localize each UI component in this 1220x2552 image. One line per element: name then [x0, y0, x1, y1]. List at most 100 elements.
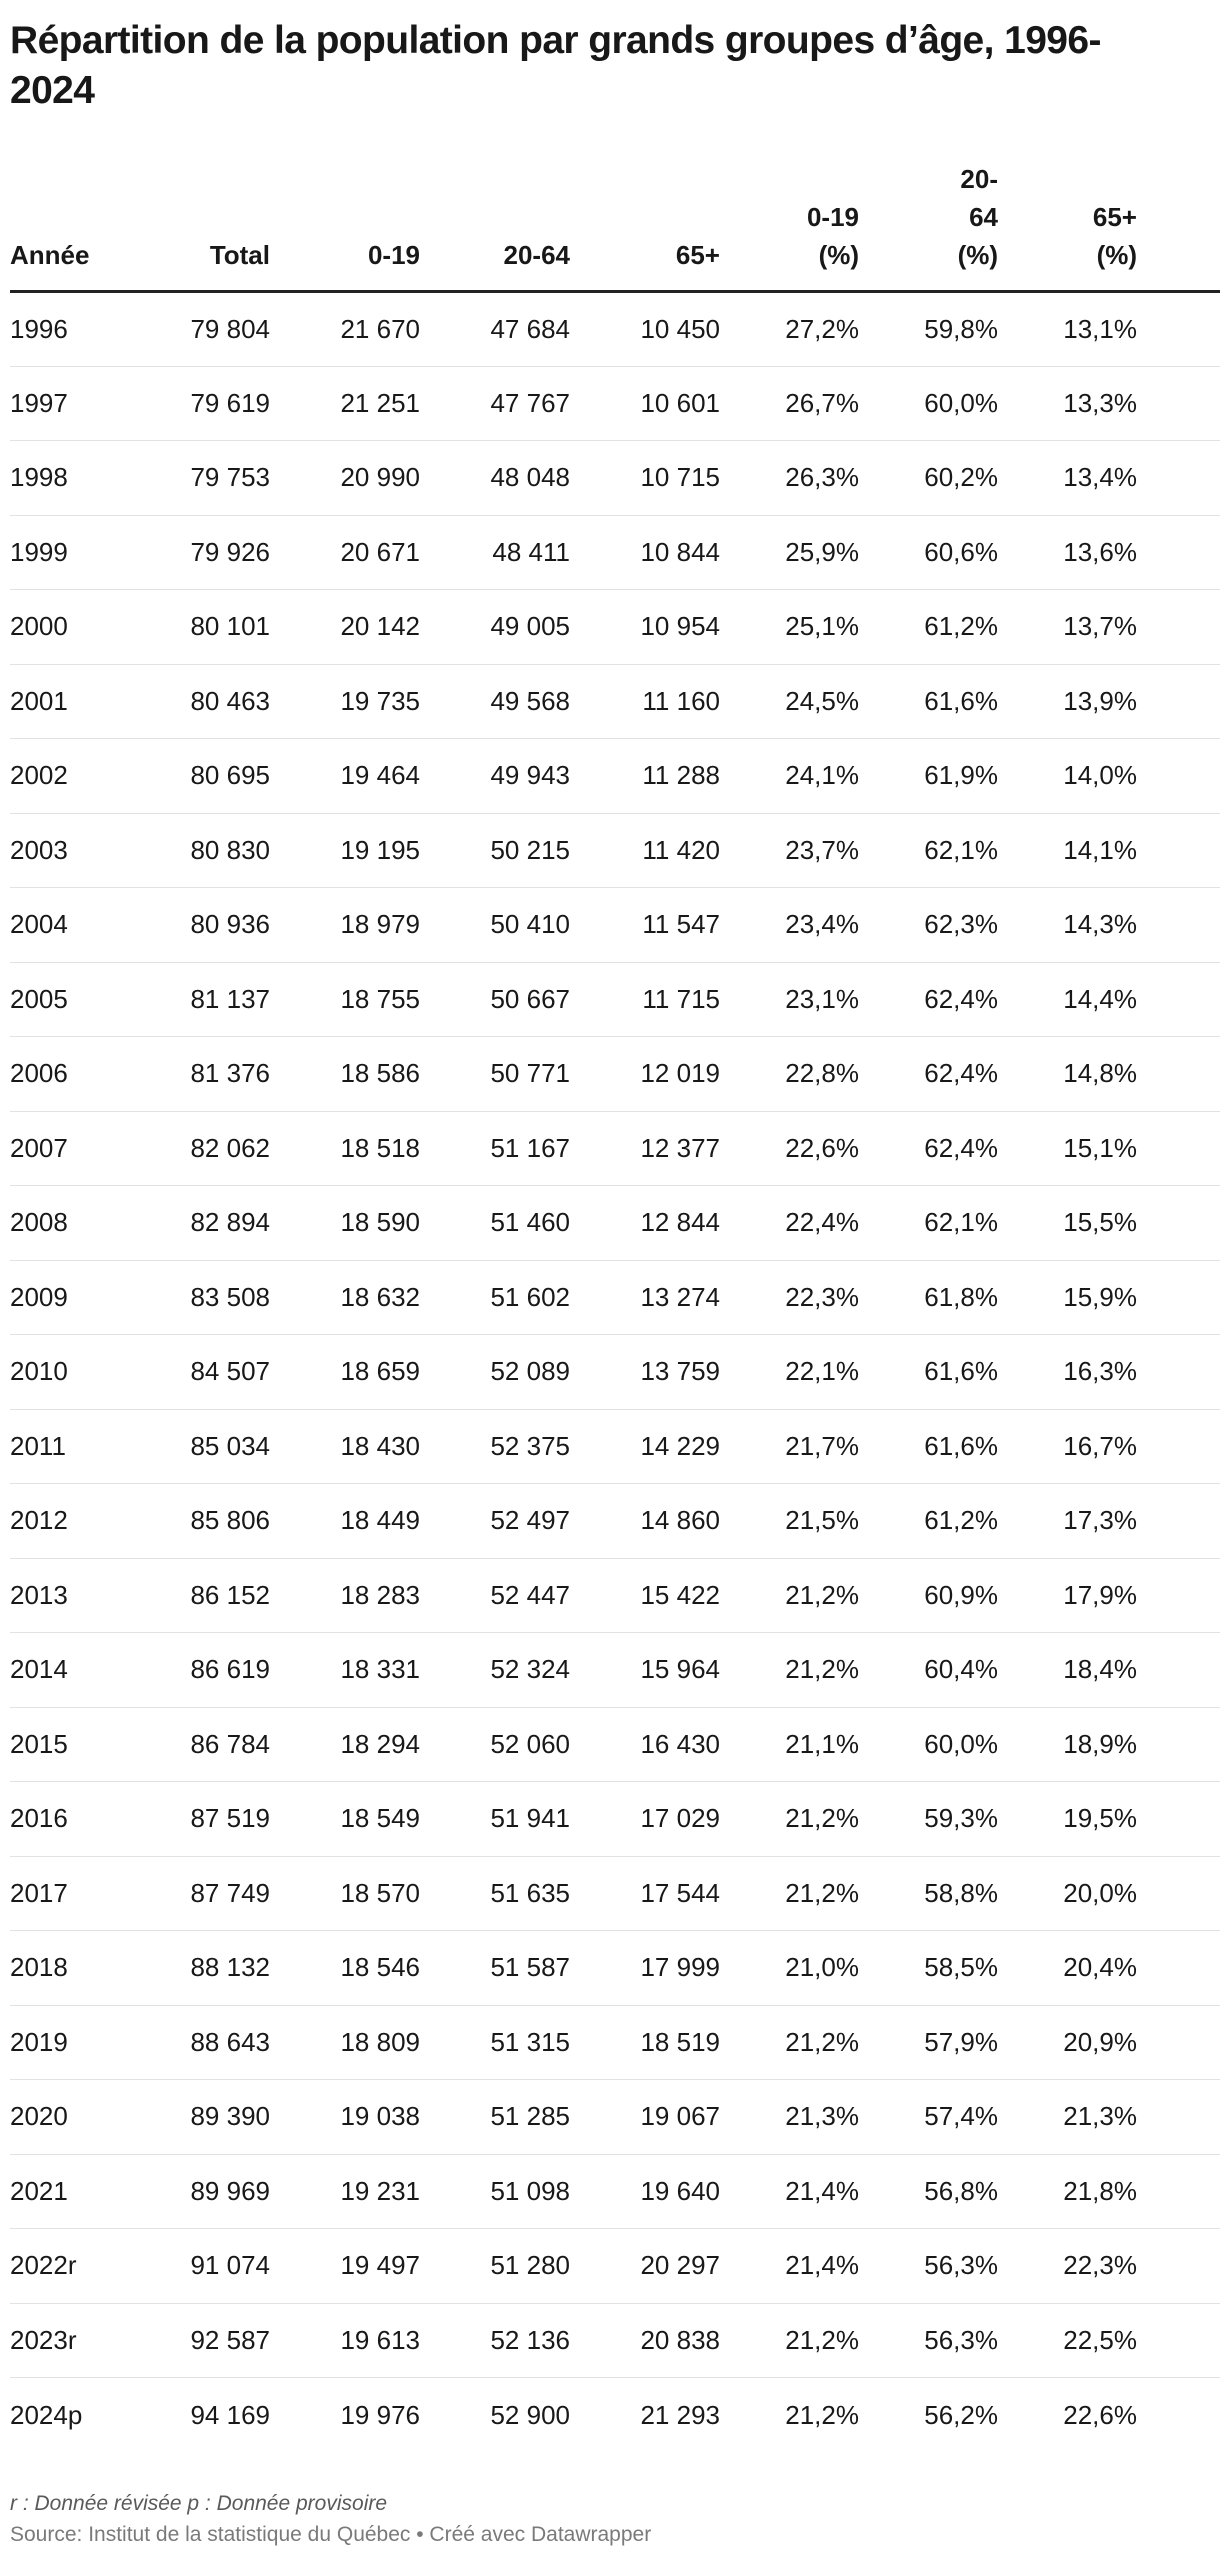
cell-pct-20-64: 56,8% — [859, 2154, 998, 2229]
cell-count-0-19: 18 430 — [270, 1409, 420, 1484]
table-row: 2006 81 376 18 586 50 771 12 019 22,8% 62,4% 14… — [10, 1036, 1220, 1112]
table-row: 2021 89 969 19 231 51 098 19 640 21,4% 56,8% 21… — [10, 2154, 1220, 2229]
cell-count-65-plus: 19 640 — [570, 2154, 720, 2229]
cell-count-65-plus: 20 838 — [570, 2303, 720, 2378]
cell-count-65-plus: 10 844 — [570, 515, 720, 590]
cell-pct-20-64: 59,3% — [859, 1781, 998, 1857]
cell-count-65-plus: 11 420 — [570, 813, 720, 888]
cell-count-65-plus: 21 293 — [640, 2399, 720, 2430]
cell-count-0-19: 18 586 — [270, 1036, 420, 1112]
cell-pct-0-19: 21,4% — [720, 2154, 859, 2229]
data-table-container[interactable]: Année Total 0-19 20-64 65+ 0-19 (%) 20- … — [10, 160, 1220, 2452]
cell-year: 1996 — [10, 291, 120, 367]
cell-year: 2007 — [10, 1111, 120, 1186]
cell-total: 94 169 — [190, 2399, 270, 2430]
cell-truncated — [1137, 515, 1220, 590]
cell-pct-65-plus: 13,4% — [998, 440, 1137, 516]
cell-count-0-19: 21 670 — [270, 291, 420, 367]
cell-count-20-64: 51 167 — [420, 1111, 570, 1186]
cell-total: 79 804 — [120, 291, 270, 367]
table-row: 2001 80 463 19 735 49 568 11 160 24,5% 61,6% 13… — [10, 664, 1220, 739]
cell-year: 2021 — [10, 2154, 120, 2229]
table-row: 2016 87 519 18 549 51 941 17 029 21,2% 59,3% 19… — [10, 1781, 1220, 1857]
table-row: 2011 85 034 18 430 52 375 14 229 21,7% 61,6% 16… — [10, 1409, 1220, 1484]
cell-pct-0-19: 22,8% — [720, 1036, 859, 1112]
cell-pct-65-plus: 20,4% — [998, 1930, 1137, 2006]
header-20-64-pct-line-2: 64 — [969, 202, 998, 232]
cell-pct-65-plus: 18,4% — [998, 1632, 1137, 1708]
cell-pct-20-64: 60,0% — [859, 1707, 998, 1782]
cell-count-0-19: 20 142 — [270, 589, 420, 665]
cell-pct-0-19: 23,1% — [720, 962, 859, 1037]
header-0-19[interactable]: 0-19 — [270, 160, 420, 293]
cell-count-20-64: 51 602 — [420, 1260, 570, 1335]
cell-year: 1999 — [10, 515, 120, 590]
cell-total: 80 830 — [120, 813, 270, 888]
cell-year: 2024p — [10, 2399, 83, 2430]
population-table: Année Total 0-19 20-64 65+ 0-19 (%) 20- … — [10, 160, 1220, 2452]
cell-year: 1997 — [10, 366, 120, 441]
cell-total: 79 926 — [120, 515, 270, 590]
header-20-64-pct[interactable]: 20- 64 (%) — [859, 160, 998, 293]
table-row: 1996 79 804 21 670 47 684 10 450 27,2% 59,8% 13… — [10, 291, 1220, 367]
cell-pct-0-19: 24,5% — [720, 664, 859, 739]
table-row: 2023r 92 587 19 613 52 136 20 838 21,2% 56,3% 2… — [10, 2303, 1220, 2378]
cell-year: 2010 — [10, 1334, 120, 1410]
cell-pct-65-plus: 16,3% — [998, 1334, 1137, 1410]
cell-count-0-19: 21 251 — [270, 366, 420, 441]
cell-count-0-19: 18 809 — [270, 2005, 420, 2080]
cell-total: 80 936 — [120, 887, 270, 963]
header-total[interactable]: Total — [120, 160, 270, 293]
cell-total: 88 643 — [120, 2005, 270, 2080]
cell-total: 87 519 — [120, 1781, 270, 1857]
cell-truncated — [1137, 1483, 1220, 1559]
source-line: Source: Institut de la statistique du Qu… — [10, 2523, 652, 2546]
cell-truncated — [1137, 962, 1220, 1037]
table-row: 2010 84 507 18 659 52 089 13 759 22,1% 61,6% 16… — [10, 1334, 1220, 1410]
cell-truncated — [1137, 1558, 1220, 1633]
header-20-64[interactable]: 20-64 — [420, 160, 570, 293]
header-year[interactable]: Année — [10, 160, 120, 293]
cell-truncated — [1137, 2228, 1220, 2304]
cell-total: 92 587 — [120, 2303, 270, 2378]
cell-count-0-19: 20 671 — [270, 515, 420, 590]
cell-pct-20-64: 58,8% — [859, 1856, 998, 1931]
cell-total: 86 152 — [120, 1558, 270, 1633]
cell-pct-0-19: 24,1% — [720, 738, 859, 814]
table-row: 2009 83 508 18 632 51 602 13 274 22,3% 61,8% 15… — [10, 1260, 1220, 1335]
cell-pct-20-64: 61,2% — [859, 1483, 998, 1559]
cell-pct-20-64: 56,3% — [859, 2303, 998, 2378]
cell-count-20-64: 50 215 — [420, 813, 570, 888]
cell-count-0-19: 19 735 — [270, 664, 420, 739]
cell-year: 2006 — [10, 1036, 120, 1112]
cell-pct-20-64: 62,1% — [859, 813, 998, 888]
table-header: Année Total 0-19 20-64 65+ 0-19 (%) 20- … — [10, 160, 1220, 293]
cell-pct-65-plus: 15,1% — [998, 1111, 1137, 1186]
cell-pct-0-19: 21,5% — [720, 1483, 859, 1559]
cell-count-0-19: 18 518 — [270, 1111, 420, 1186]
cell-truncated — [1137, 1781, 1220, 1857]
cell-pct-20-64: 61,6% — [859, 664, 998, 739]
header-truncated-column[interactable]: mé — [1137, 160, 1220, 293]
header-65-plus-pct[interactable]: 65+ (%) — [998, 160, 1137, 293]
cell-count-20-64: 51 315 — [420, 2005, 570, 2080]
cell-truncated — [1137, 1334, 1220, 1410]
header-65-plus[interactable]: 65+ — [570, 160, 720, 293]
table-row: 2002 80 695 19 464 49 943 11 288 24,1% 61,9% 14… — [10, 738, 1220, 814]
cell-count-20-64: 51 460 — [420, 1185, 570, 1261]
cell-year: 2017 — [10, 1856, 120, 1931]
cell-truncated — [1137, 291, 1220, 367]
cell-pct-65-plus: 18,9% — [998, 1707, 1137, 1782]
cell-pct-20-64: 56,2% — [924, 2399, 998, 2430]
header-0-19-pct[interactable]: 0-19 (%) — [720, 160, 859, 293]
cell-pct-65-plus: 13,7% — [998, 589, 1137, 665]
cell-pct-20-64: 60,0% — [859, 366, 998, 441]
cell-count-20-64: 47 684 — [420, 291, 570, 367]
cell-count-0-19: 19 976 — [340, 2399, 420, 2430]
table-row: 1999 79 926 20 671 48 411 10 844 25,9% 60,6% 13… — [10, 515, 1220, 590]
cell-truncated — [1137, 2079, 1220, 2155]
header-65-plus-pct-line-1: 65+ — [1092, 202, 1137, 232]
cell-count-0-19: 18 979 — [270, 887, 420, 963]
cell-total: 85 034 — [120, 1409, 270, 1484]
table-row: 2024p 94 169 19 976 52 900 21 293 21,2% 56,2% 2… — [10, 2378, 1220, 2453]
